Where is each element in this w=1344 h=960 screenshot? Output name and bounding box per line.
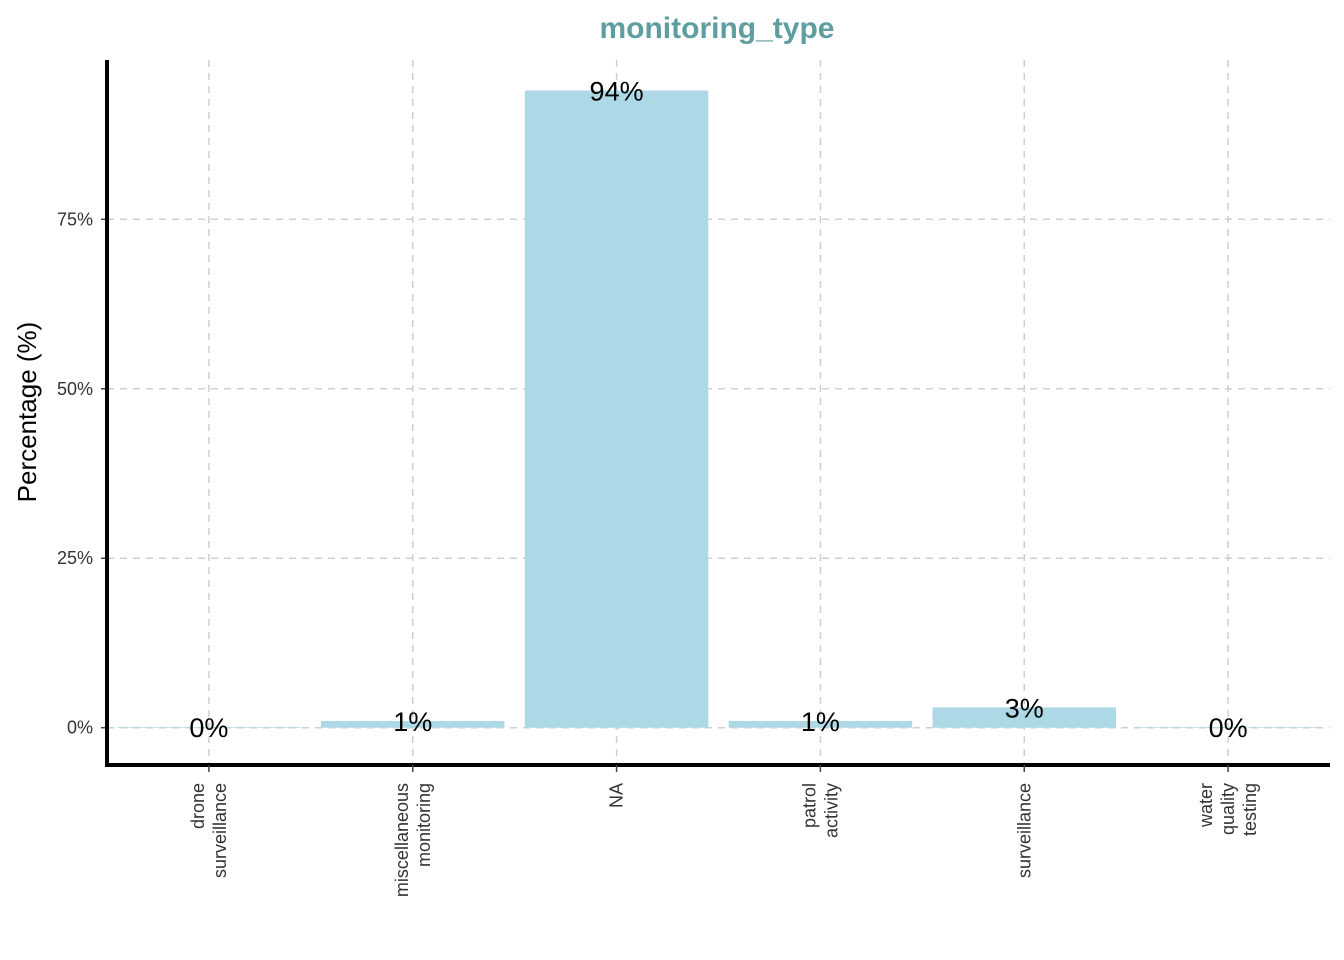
labels-layer: 0%25%50%75%0% 1%94%1% 3%0%drone surveillanc…: [57, 77, 1260, 898]
data-label: 1%: [801, 707, 840, 737]
bar: [321, 720, 505, 728]
x-tick-label: drone: [188, 783, 208, 829]
x-tick-label: miscellaneous: [392, 783, 412, 897]
axes-layer: [101, 60, 1330, 772]
x-tick-label: patrol: [799, 783, 819, 828]
x-tick-label: surveillance: [210, 783, 230, 878]
x-tick-label: quality: [1218, 783, 1238, 835]
chart-title: monitoring_type: [599, 12, 834, 45]
bar: [117, 727, 301, 728]
data-label: 0%: [189, 713, 228, 743]
x-tick-label: monitoring: [414, 783, 434, 867]
data-label: 3%: [1005, 693, 1044, 723]
bar: [1136, 727, 1320, 728]
x-tick-label: surveillance: [1014, 783, 1034, 878]
y-tick-label: 75%: [57, 209, 93, 229]
x-tick-label: activity: [821, 783, 841, 838]
x-tick-label: testing: [1240, 783, 1260, 836]
y-tick-label: 25%: [57, 548, 93, 568]
x-tick-label: water: [1196, 783, 1216, 828]
bar: [932, 707, 1116, 728]
bar: [728, 720, 913, 728]
y-axis-label: Percentage (%): [12, 322, 42, 503]
data-label: 0%: [1209, 713, 1248, 743]
x-tick-label: NA: [607, 783, 627, 808]
y-tick-label: 50%: [57, 379, 93, 399]
data-label: 94%: [590, 77, 644, 107]
y-tick-label: 0%: [67, 718, 93, 738]
grid-layer: [107, 60, 1330, 765]
bars-layer: [117, 90, 1320, 728]
data-label: 1%: [393, 707, 432, 737]
bar: [524, 90, 709, 728]
